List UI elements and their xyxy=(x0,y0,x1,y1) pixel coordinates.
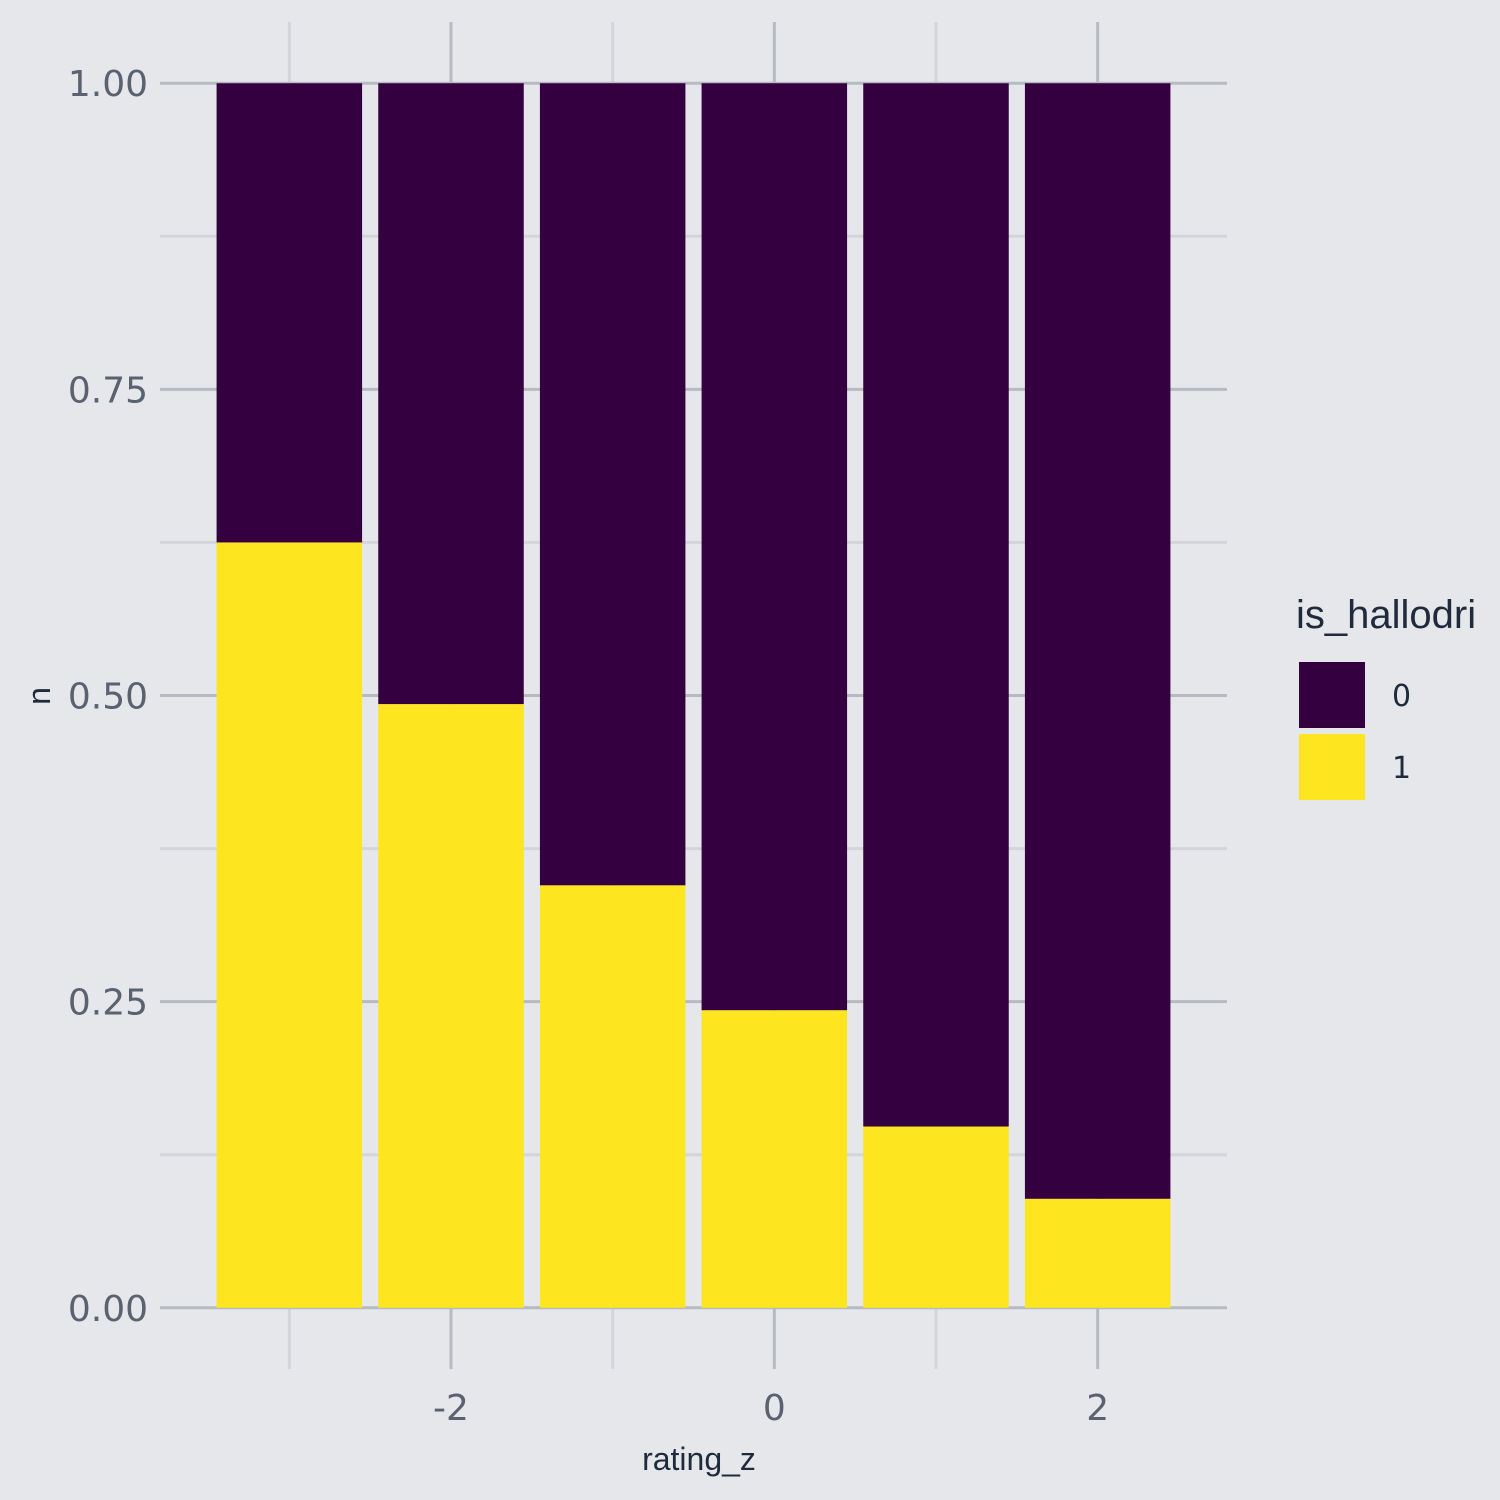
legend-swatch-1 xyxy=(1299,734,1365,800)
bar-segment-1 xyxy=(216,542,363,1308)
bar-segment-0 xyxy=(863,83,1009,1127)
y-axis-title: n xyxy=(21,687,57,705)
y-tick-label: 0.75 xyxy=(68,370,148,411)
bar-segment-1 xyxy=(701,1010,848,1308)
y-tick-label: 0.00 xyxy=(68,1289,148,1330)
bar-segment-0 xyxy=(701,83,848,1011)
bar-segment-0 xyxy=(1024,83,1171,1199)
bar-segment-0 xyxy=(216,83,363,543)
bar-segment-0 xyxy=(539,83,686,886)
legend-label-1: 1 xyxy=(1392,751,1411,786)
x-tick-label: -2 xyxy=(433,1388,469,1429)
axis-ticks: 0.00 0.25 0.50 0.75 1.00 -2 0 2 xyxy=(68,64,1109,1429)
legend: is_hallodri 01 xyxy=(1296,593,1476,800)
legend-swatch-0 xyxy=(1299,662,1365,728)
bar-segment-0 xyxy=(378,83,524,705)
bars xyxy=(216,83,1171,1308)
bar-segment-1 xyxy=(1024,1198,1171,1308)
x-tick-label: 0 xyxy=(763,1388,786,1429)
y-tick-label: 0.50 xyxy=(68,677,148,718)
legend-label-0: 0 xyxy=(1392,679,1411,714)
bar-segment-1 xyxy=(539,885,686,1308)
x-tick-label: 2 xyxy=(1086,1388,1109,1429)
legend-title: is_hallodri xyxy=(1296,593,1476,637)
y-tick-label: 1.00 xyxy=(68,64,148,105)
legend-entries: 01 xyxy=(1299,662,1411,800)
x-axis-title: rating_z xyxy=(642,1441,756,1477)
bar-segment-1 xyxy=(378,704,524,1308)
bar-segment-1 xyxy=(863,1126,1009,1308)
y-tick-label: 0.25 xyxy=(68,983,148,1024)
